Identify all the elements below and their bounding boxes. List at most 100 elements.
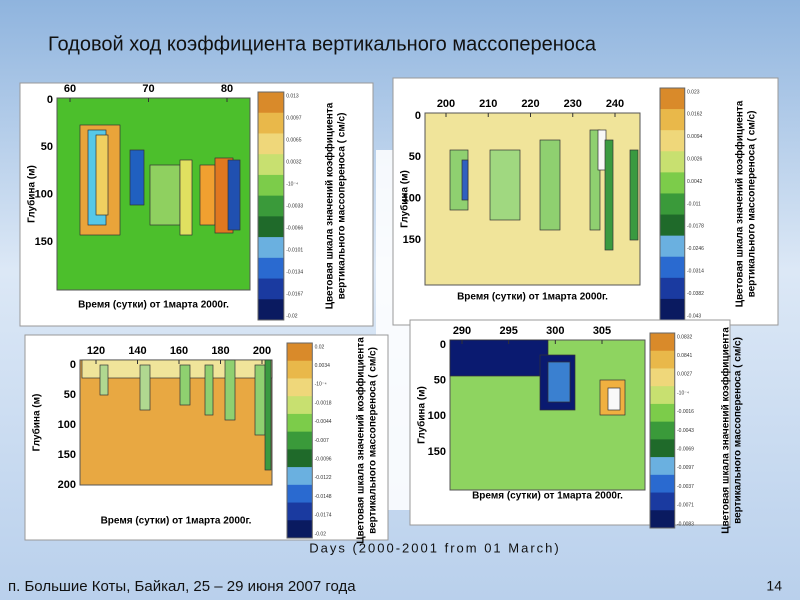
x-tick-label: 295 <box>499 325 517 337</box>
colorbar-band <box>650 457 675 476</box>
y-axis-label: Глубина (м) <box>416 386 428 444</box>
y-axis-label: Глубина (м) <box>26 165 38 223</box>
colorbar-band <box>660 298 685 321</box>
y-axis-label: Глубина (м) <box>31 394 43 452</box>
contour-region <box>449 339 549 377</box>
contour-region <box>139 364 151 411</box>
contour-region <box>99 364 109 396</box>
contour-region <box>179 364 191 406</box>
colorbar-frame <box>649 332 676 529</box>
colorbar-label: 0.02 <box>315 344 325 350</box>
x-tick-label: 200 <box>437 98 455 110</box>
colorbar-title: вертикального массопереноса ( см/с) <box>337 113 348 300</box>
colorbar-frame <box>257 91 285 321</box>
x-tick-label: 120 <box>87 345 105 357</box>
y-tick-label: 0 <box>440 339 446 351</box>
colorbar-frame <box>286 342 313 539</box>
colorbar-band <box>660 172 685 194</box>
colorbar-label: -0.0033 <box>286 203 303 209</box>
colorbar-band <box>660 130 685 152</box>
colorbar-title: вертикального массопереноса ( см/с) <box>368 347 379 534</box>
colorbar-band <box>660 193 685 216</box>
colorbar-band <box>258 154 284 176</box>
colorbar-band <box>650 474 675 494</box>
slide-title: Годовой ход коэффициента вертикального м… <box>48 33 597 55</box>
y-tick-label: 100 <box>35 189 53 201</box>
colorbar-label: -0.0069 <box>677 447 694 453</box>
colorbar-band <box>660 88 685 110</box>
colorbar-label: -0.0083 <box>677 521 694 527</box>
colorbar-label: -0.0071 <box>677 503 694 509</box>
colorbar-band <box>287 378 313 397</box>
colorbar-label: 0.0162 <box>687 112 703 118</box>
contour-region <box>227 159 241 231</box>
colorbar-title: Цветовая шкала значений коэффициента <box>355 337 367 544</box>
colorbar-band <box>660 235 685 258</box>
colorbar-band <box>258 257 284 280</box>
colorbar-label: 0.0034 <box>315 363 331 369</box>
colorbar-label: 0.0042 <box>687 179 703 185</box>
colorbar-label: -0.0246 <box>687 246 704 252</box>
colorbar-band <box>258 195 284 217</box>
contour-region <box>149 164 181 226</box>
contour-region <box>224 359 236 421</box>
colorbar-band <box>258 299 284 321</box>
colorbar-label: -0.0148 <box>315 494 332 500</box>
plot-area <box>79 359 273 486</box>
colorbar-band <box>287 467 313 486</box>
colorbar-band <box>287 360 313 379</box>
y-tick-label: 0 <box>70 359 76 371</box>
contour-region <box>95 134 109 216</box>
colorbar-label: -0.0043 <box>677 428 694 434</box>
colorbar-label: -0.0178 <box>687 224 704 230</box>
colorbar-band <box>287 396 313 415</box>
colorbar-band <box>258 112 284 134</box>
contour-region <box>604 139 614 251</box>
x-axis-label: Время (сутки) от 1марта 2000г. <box>78 300 229 311</box>
colorbar-band <box>287 431 313 450</box>
colorbar-label: -10⁻⁴ <box>286 181 298 187</box>
x-tick-label: 200 <box>253 345 271 357</box>
colorbar-band <box>660 109 685 131</box>
y-tick-label: 50 <box>41 141 53 153</box>
contour-region <box>589 129 601 231</box>
contour-region <box>179 159 193 236</box>
colorbar-label: -0.02 <box>286 313 298 319</box>
x-tick-label: 210 <box>479 98 497 110</box>
colorbar-band <box>660 151 685 173</box>
colorbar-band <box>258 174 284 197</box>
x-tick-label: 290 <box>453 325 471 337</box>
x-axis-label: Время (сутки) от 1марта 2000г. <box>472 491 623 502</box>
colorbar-label: -0.0018 <box>315 400 332 406</box>
x-tick-label: 70 <box>142 83 154 95</box>
colorbar-band <box>650 492 675 511</box>
y-tick-label: 150 <box>35 236 53 248</box>
colorbar-label: 0.0832 <box>677 334 693 340</box>
y-tick-label: 150 <box>428 446 446 458</box>
x-tick-label: 305 <box>593 325 611 337</box>
contour-region <box>81 359 273 379</box>
colorbar-band <box>660 277 685 300</box>
colorbar-label: 0.0841 <box>677 353 693 359</box>
colorbar-label: -0.011 <box>687 201 701 207</box>
colorbar-band <box>650 421 675 440</box>
contour-region <box>539 139 561 231</box>
colorbar-label: -0.0174 <box>315 513 332 519</box>
colorbar-band <box>287 413 313 433</box>
y-tick-label: 0 <box>415 110 421 122</box>
colorbar-band <box>650 439 675 458</box>
colorbar-label: -0.0016 <box>677 409 694 415</box>
y-tick-label: 200 <box>58 479 76 491</box>
contour-region <box>129 149 145 206</box>
colorbar-band <box>258 92 284 114</box>
colorbar-title: вертикального массопереноса ( см/с) <box>747 111 758 298</box>
colorbar-band <box>258 237 284 259</box>
y-tick-label: 100 <box>58 419 76 431</box>
contour-region <box>461 159 469 201</box>
colorbar-label: -0.0382 <box>687 291 704 297</box>
colorbar-label: 0.0094 <box>687 134 703 140</box>
colorbar-band <box>287 502 313 521</box>
colorbar-label: -0.02 <box>315 531 327 537</box>
